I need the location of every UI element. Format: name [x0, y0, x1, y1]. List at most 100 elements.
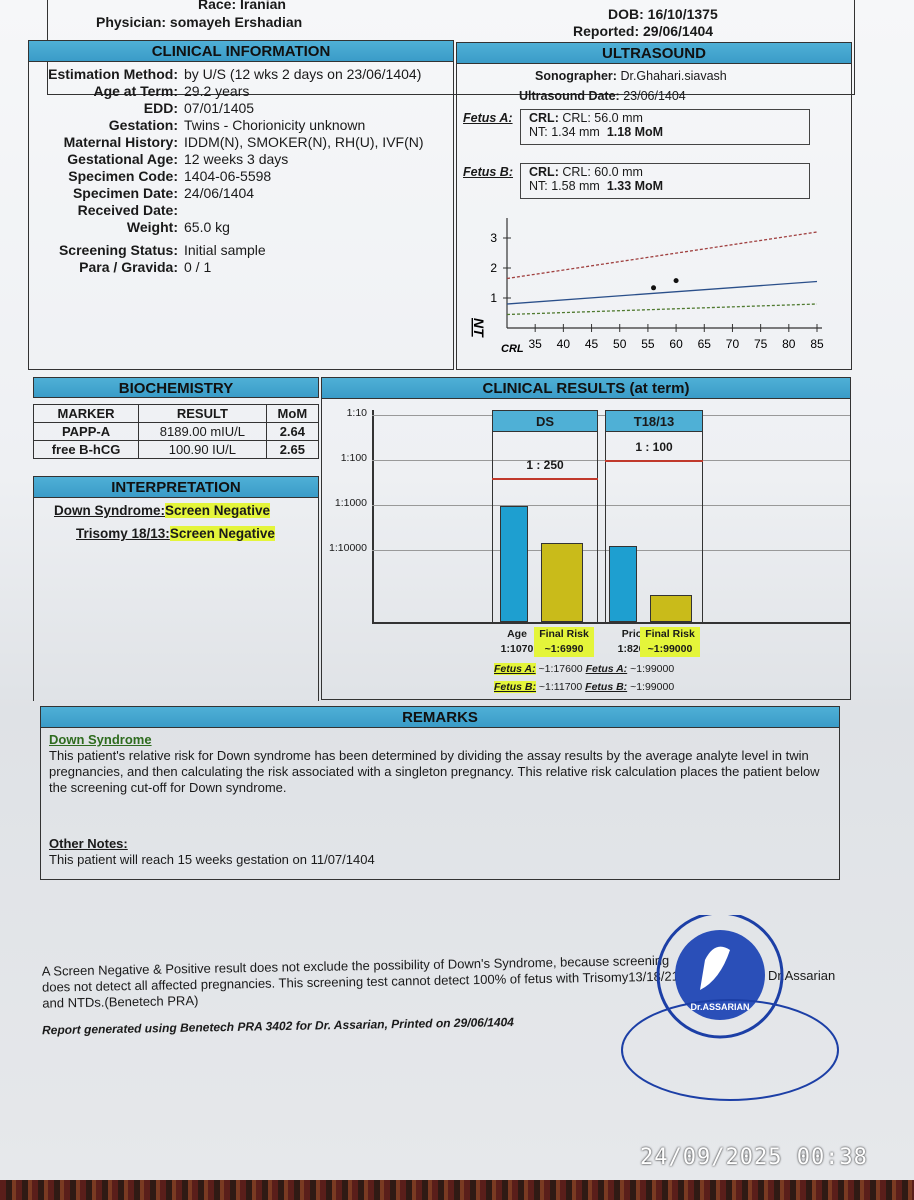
trisomy-label: Trisomy 18/13:: [76, 526, 170, 541]
info-label: Age at Term:: [93, 83, 178, 99]
info-row: Gestational Age: 12 weeks 3 days: [29, 151, 453, 168]
interpretation-title: INTERPRETATION: [34, 477, 318, 498]
table-row: PAPP-A 8189.00 mIU/L 2.64: [32, 422, 320, 441]
remarks-title: REMARKS: [41, 707, 839, 728]
clinical-results-panel: CLINICAL RESULTS (at term) 1:10 1:100 1:10…: [321, 377, 851, 700]
data-point: [673, 278, 679, 284]
mom: 2.65: [265, 440, 320, 459]
x-tick-label: 50: [613, 337, 627, 351]
risk-bar: [541, 543, 583, 622]
ultrasound-date: 23/06/1404: [623, 89, 686, 103]
data-point: [651, 285, 657, 291]
cutoff-line: [605, 460, 703, 462]
ultrasound-title: ULTRASOUND: [457, 43, 851, 64]
ds-result: Screen Negative: [165, 503, 271, 518]
table-row: free B-hCG 100.90 IU/L 2.65: [32, 440, 320, 459]
sonographer: Dr.Ghahari.siavash: [620, 69, 727, 83]
fetus-b-crl: CRL: 60.0 mm: [562, 165, 643, 179]
result: 100.90 IU/L: [138, 440, 267, 459]
fetus-b-measurements: CRL: CRL: 60.0 mm NT: 1.58 mm 1.33 MoM: [520, 163, 810, 199]
background-carpet: [0, 1180, 914, 1200]
info-row: Specimen Date: 24/06/1404: [29, 185, 453, 202]
info-row: Weight: 65.0 kg: [29, 219, 453, 236]
x-tick-label: 70: [726, 337, 740, 351]
col-result: RESULT: [138, 404, 267, 423]
x-tick-label: 65: [698, 337, 712, 351]
x-tick-label: 55: [641, 337, 655, 351]
t18-group-title: T18/13: [605, 410, 703, 432]
col-marker: MARKER: [32, 404, 140, 423]
y-axis: [372, 410, 374, 622]
info-label: Weight:: [126, 219, 178, 235]
info-label: EDD:: [143, 100, 178, 116]
race: Race: Iranian: [198, 0, 286, 12]
remarks-ds-text: This patient's relative risk for Down sy…: [49, 748, 820, 795]
fetus-risk-row: Fetus A: ~1:17600 Fetus A: ~1:99000: [494, 663, 674, 675]
info-value: IDDM(N), SMOKER(N), RH(U), IVF(N): [184, 134, 424, 150]
fetus-a-measurements: CRL: CRL: 56.0 mm NT: 1.34 mm 1.18 MoM: [520, 109, 810, 145]
info-label: Gestation:: [108, 117, 178, 133]
other-notes-title: Other Notes:: [49, 836, 128, 851]
marker: free B-hCG: [32, 440, 140, 459]
info-label: Received Date:: [77, 202, 178, 218]
cutoff-line: [492, 477, 598, 480]
x-tick-label: 45: [585, 337, 599, 351]
reported-date: Reported: 29/06/1404: [573, 23, 714, 39]
x-axis: [372, 622, 850, 624]
mom: 2.64: [265, 422, 320, 441]
info-row: EDD: 07/01/1405: [29, 100, 453, 117]
fetus-label: Fetus B:: [585, 681, 628, 693]
bar-value: ~1:99000: [647, 643, 693, 655]
other-notes-text: This patient will reach 15 weeks gestati…: [49, 852, 375, 867]
info-row: Screening Status: Initial sample: [29, 242, 453, 259]
bar-name: Final Risk: [645, 628, 695, 640]
info-row: Para / Gravida: 0 / 1: [29, 259, 453, 276]
ultrasound-date-label: Ultrasound Date:: [519, 89, 620, 103]
x-tick-label: 75: [754, 337, 768, 351]
info-value: 24/06/1404: [184, 185, 255, 201]
trisomy-result: Screen Negative: [169, 526, 275, 541]
x-tick-label: 40: [557, 337, 571, 351]
y-tick-label: 3: [490, 231, 497, 245]
cutoff-label: 1 : 250: [526, 457, 564, 472]
t18-fetus-risk: ~1:99000: [630, 663, 675, 675]
nt-crl-chart: 35 40 45 50 55 60 65 70 75 80 85 1 2 3 NT CRL: [471, 218, 824, 353]
x-tick-label: 60: [669, 337, 683, 351]
ds-fetus-risk: ~1:11700: [538, 681, 583, 693]
bar-name: Final Risk: [539, 628, 589, 640]
y-axis-label: NT: [471, 318, 487, 338]
info-label: Screening Status:: [58, 242, 178, 258]
gridline: [372, 505, 850, 506]
clinical-results-title: CLINICAL RESULTS (at term): [322, 378, 850, 399]
signer-name: Dr.Assarian: [768, 968, 836, 983]
info-row: Age at Term: 29.2 years: [29, 83, 453, 100]
bar-name: Age: [507, 628, 527, 640]
info-label: Maternal History:: [63, 134, 178, 150]
info-value: 29.2 years: [184, 83, 250, 99]
dob: DOB: 16/10/1375: [608, 6, 718, 22]
remarks-ds-title: Down Syndrome: [49, 732, 152, 747]
interpretation-panel: INTERPRETATION Down Syndrome:Screen Nega…: [33, 476, 319, 701]
fetus-label: Fetus A:: [494, 663, 536, 675]
y-tick-label: 2: [490, 261, 497, 275]
biochemistry-panel: BIOCHEMISTRY MARKER RESULT MoM PAPP-A 8189.…: [32, 377, 320, 473]
x-tick-label: 80: [782, 337, 796, 351]
disclaimer: A Screen Negative & Positive result does…: [41, 952, 679, 1011]
bar-label: Age 1:1070: [487, 627, 547, 657]
x-axis-label: CRL: [501, 343, 524, 353]
fetus-label: Fetus A:: [585, 663, 628, 675]
result: 8189.00 mIU/L: [138, 422, 267, 441]
risk-bar: [500, 506, 528, 622]
clinical-information-panel: CLINICAL INFORMATION Estimation Method: b…: [28, 40, 454, 370]
remarks-panel: REMARKS Down Syndrome This patient's rel…: [40, 706, 840, 880]
info-label: Para / Gravida:: [79, 259, 178, 275]
ultrasound-panel: ULTRASOUND Sonographer: Dr.Ghahari.siava…: [456, 42, 852, 370]
biochemistry-table: MARKER RESULT MoM PAPP-A 8189.00 mIU/L 2.64 …: [32, 404, 320, 459]
y-tick-label: 1:10: [346, 407, 367, 419]
info-value: by U/S (12 wks 2 days on 23/06/1404): [184, 66, 422, 82]
info-value: Twins - Chorionicity unknown: [184, 117, 366, 133]
ds-fetus-risk: ~1:17600: [538, 663, 583, 675]
fetus-a-mom: 1.18 MoM: [606, 125, 664, 139]
info-value: 12 weeks 3 days: [184, 151, 289, 167]
